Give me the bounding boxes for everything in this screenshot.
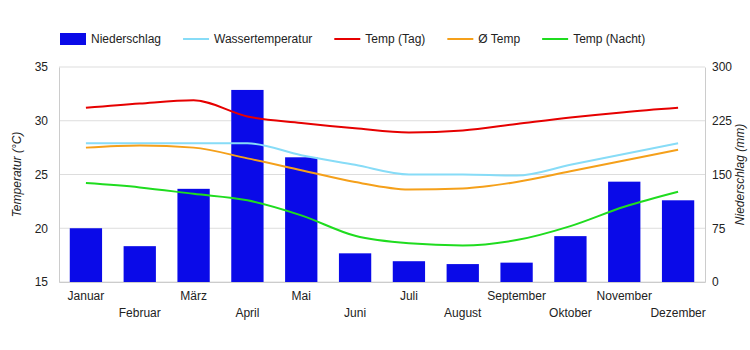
tick: Juni bbox=[344, 282, 366, 320]
tick-label: 35 bbox=[35, 60, 49, 74]
tick: 225 bbox=[705, 114, 732, 128]
tick-label: November bbox=[597, 289, 652, 303]
legend-swatch bbox=[447, 38, 473, 40]
legend-label: Temp (Nacht) bbox=[573, 32, 645, 46]
bar bbox=[124, 246, 156, 282]
tick-label: 75 bbox=[712, 222, 726, 236]
tick: August bbox=[444, 282, 482, 320]
legend-item: Wassertemperatur bbox=[183, 32, 312, 46]
axis-domain bbox=[60, 282, 706, 283]
tick-label: Februar bbox=[119, 306, 161, 320]
line bbox=[86, 143, 678, 175]
legend-swatch bbox=[60, 33, 86, 45]
tick: Januar bbox=[68, 282, 105, 303]
tick-label: April bbox=[235, 306, 259, 320]
tick-label: 25 bbox=[35, 168, 49, 182]
bar bbox=[500, 263, 532, 282]
tick: 150 bbox=[705, 168, 732, 182]
tick: 15 bbox=[35, 275, 59, 289]
tick-label: Dezember bbox=[650, 306, 705, 320]
tick-label: August bbox=[444, 306, 482, 320]
y-axis-title: Temperatur (°C) bbox=[10, 132, 24, 218]
tick-label: Januar bbox=[68, 289, 105, 303]
tick-label: 150 bbox=[712, 168, 732, 182]
tick-label: 30 bbox=[35, 114, 49, 128]
legend: Niederschlag Wassertemperatur Temp (Tag) Ø … bbox=[60, 32, 645, 46]
bar bbox=[554, 236, 586, 282]
bars bbox=[70, 90, 694, 282]
y2-axis-title: Niederschlag (mm) bbox=[733, 124, 747, 225]
tick-label: Mai bbox=[292, 289, 311, 303]
bar bbox=[662, 200, 694, 282]
bar bbox=[70, 228, 102, 282]
legend-item: Ø Temp bbox=[447, 32, 520, 46]
tick-label: Oktober bbox=[549, 306, 592, 320]
tick: Februar bbox=[119, 282, 161, 320]
tick: 25 bbox=[35, 168, 59, 182]
tick: 30 bbox=[35, 114, 59, 128]
line bbox=[86, 183, 678, 245]
tick: 35 bbox=[35, 60, 59, 74]
tick: November bbox=[597, 282, 652, 303]
legend-swatch bbox=[334, 38, 360, 40]
tick: September bbox=[487, 282, 546, 303]
tick-label: März bbox=[180, 289, 207, 303]
bar bbox=[177, 189, 209, 282]
tick-label: 225 bbox=[712, 114, 732, 128]
bar bbox=[339, 253, 371, 282]
bar bbox=[608, 182, 640, 282]
legend-item: Temp (Tag) bbox=[334, 32, 425, 46]
grid-line bbox=[59, 174, 705, 175]
legend-label: Temp (Tag) bbox=[365, 32, 425, 46]
tick: Dezember bbox=[650, 282, 705, 320]
tick: März bbox=[180, 282, 207, 303]
y-axis: 15 20 25 30 35 bbox=[35, 60, 60, 289]
tick: 20 bbox=[35, 222, 59, 236]
x-axis: Januar Februar März April Mai Juni Juli August S… bbox=[60, 282, 706, 320]
legend-swatch bbox=[542, 38, 568, 40]
legend-label: Ø Temp bbox=[478, 32, 520, 46]
line bbox=[86, 100, 678, 132]
legend-swatch bbox=[183, 38, 209, 40]
grid-line bbox=[59, 120, 705, 121]
legend-item: Temp (Nacht) bbox=[542, 32, 645, 46]
y2-axis: 0 75 150 225 300 bbox=[705, 60, 732, 289]
plot-area bbox=[70, 90, 694, 282]
tick: April bbox=[235, 282, 259, 320]
legend-item: Niederschlag bbox=[60, 32, 161, 46]
bar bbox=[393, 261, 425, 282]
tick: Mai bbox=[292, 282, 311, 303]
tick: Juli bbox=[400, 282, 418, 303]
tick-label: 0 bbox=[712, 275, 719, 289]
tick-label: Juli bbox=[400, 289, 418, 303]
tick: 75 bbox=[705, 222, 726, 236]
tick: Oktober bbox=[549, 282, 592, 320]
tick-label: Juni bbox=[344, 306, 366, 320]
tick: 300 bbox=[705, 60, 732, 74]
tick-label: 300 bbox=[712, 60, 732, 74]
axis-domain bbox=[59, 68, 60, 283]
tick: 0 bbox=[705, 275, 719, 289]
tick-label: September bbox=[487, 289, 546, 303]
legend-label: Wassertemperatur bbox=[214, 32, 312, 46]
grid bbox=[59, 67, 705, 282]
chart: 15 20 25 30 35 0 75 150 225 300 Januar Februar März A… bbox=[0, 0, 750, 350]
tick-label: 20 bbox=[35, 222, 49, 236]
line bbox=[86, 145, 678, 189]
axis-domain bbox=[705, 68, 706, 283]
bar bbox=[447, 264, 479, 282]
legend-label: Niederschlag bbox=[91, 32, 161, 46]
tick-label: 15 bbox=[35, 275, 49, 289]
grid-line bbox=[59, 67, 705, 68]
